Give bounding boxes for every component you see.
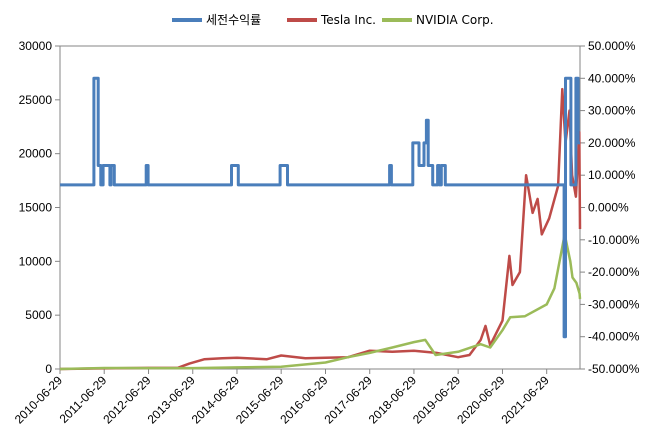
left-tick-label: 5000 [25,308,52,322]
right-tick-label: 10.000% [588,168,636,182]
series-line-2 [59,233,582,371]
right-tick-label: 40.000% [588,71,636,85]
x-tick-label: 2010-06-29 [12,373,66,427]
legend-label: NVIDIA Corp. [416,13,494,27]
legend: 세전수익률 Tesla Inc. NVIDIA Corp. [172,13,494,27]
series-layer [59,76,582,371]
left-tick-label: 30000 [19,39,53,53]
series-line-1 [59,87,582,371]
left-tick-label: 10000 [19,254,53,268]
x-tick-label: 2021-06-29 [499,373,553,427]
left-tick-label: 25000 [19,93,53,107]
right-tick-label: -10.000% [588,233,640,247]
right-tick-label: -30.000% [588,297,640,311]
legend-label: Tesla Inc. [320,13,376,27]
left-tick-label: 0 [45,362,52,376]
right-tick-label: 0.000% [588,201,629,215]
right-tick-label: -20.000% [588,265,640,279]
left-tick-label: 20000 [19,147,53,161]
right-tick-label: 50.000% [588,39,636,53]
right-axis: -50.000% -40.000% -30.000% -20.000% -10.000%… [580,39,640,376]
right-tick-label: 20.000% [588,136,636,150]
series-line-0 [60,76,580,339]
legend-label: 세전수익률 [206,13,261,27]
right-tick-label: -40.000% [588,330,640,344]
left-axis: 0 5000 10000 15000 20000 25000 30000 [19,39,60,376]
left-tick-label: 15000 [19,201,53,215]
right-tick-label: -50.000% [588,362,640,376]
right-tick-label: 30.000% [588,104,636,118]
x-axis: 2010-06-292011-06-292012-06-292013-06-29… [12,369,552,427]
plot-area-border [59,45,581,370]
